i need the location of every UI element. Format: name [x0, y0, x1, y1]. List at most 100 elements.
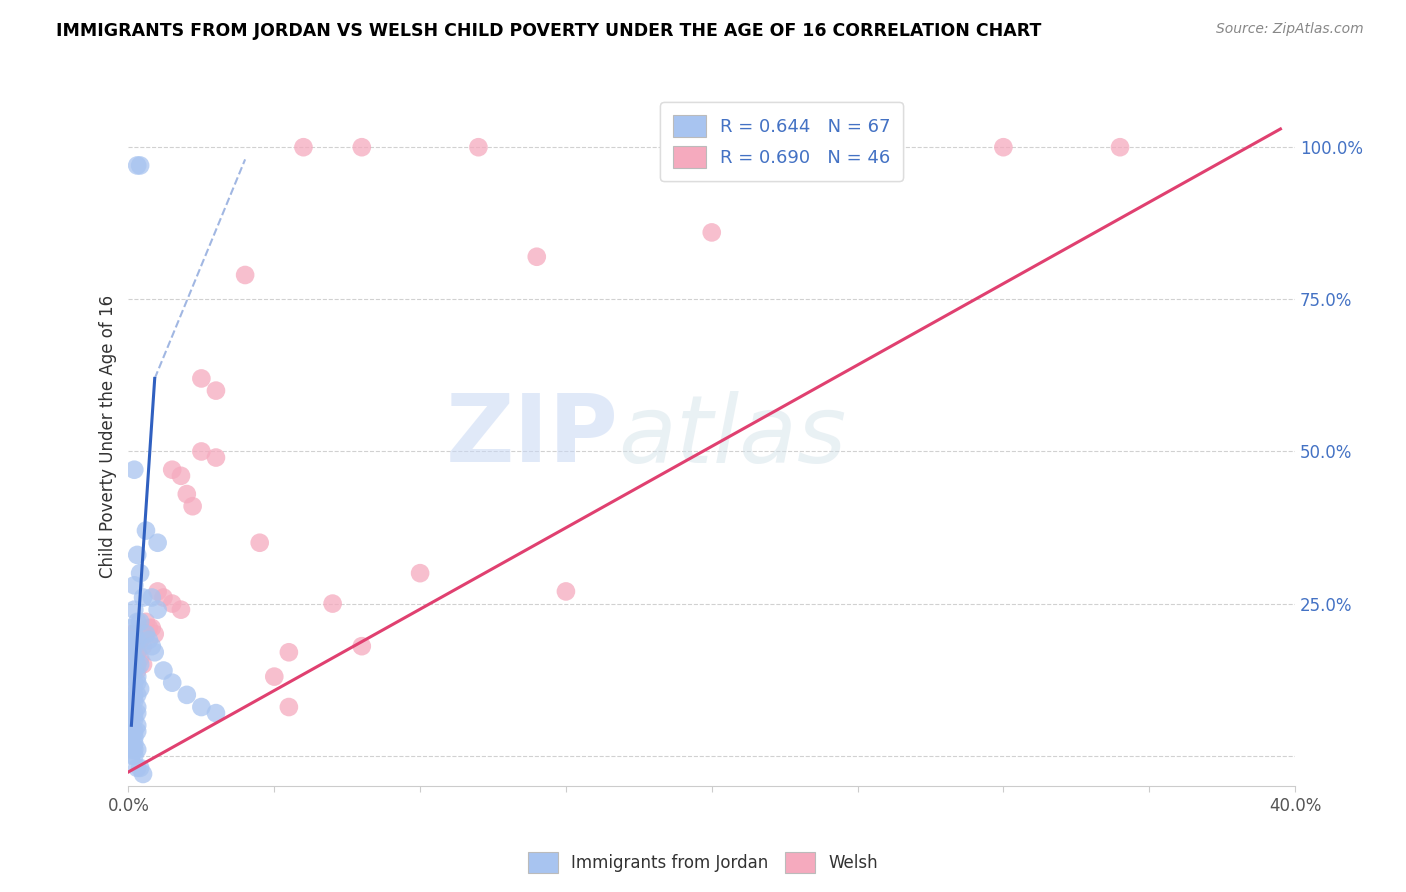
Point	[124, 724, 146, 739]
Point	[120, 670, 142, 684]
Text: IMMIGRANTS FROM JORDAN VS WELSH CHILD POVERTY UNDER THE AGE OF 16 CORRELATION CH: IMMIGRANTS FROM JORDAN VS WELSH CHILD PO…	[56, 22, 1042, 40]
Point	[993, 140, 1015, 154]
Point	[127, 700, 149, 714]
Point	[249, 535, 271, 549]
Point	[143, 645, 166, 659]
Point	[120, 657, 142, 672]
Point	[127, 688, 149, 702]
Point	[135, 524, 157, 538]
Point	[120, 700, 142, 714]
Point	[127, 724, 149, 739]
Point	[129, 615, 152, 629]
Point	[127, 633, 149, 648]
Point	[127, 670, 149, 684]
Point	[138, 633, 160, 648]
Point	[132, 657, 155, 672]
Point	[124, 731, 146, 745]
Point	[152, 591, 174, 605]
Point	[129, 657, 152, 672]
Point	[176, 688, 198, 702]
Point	[124, 627, 146, 641]
Point	[124, 602, 146, 616]
Point	[205, 706, 228, 720]
Point	[132, 591, 155, 605]
Point	[555, 584, 578, 599]
Point	[120, 731, 142, 745]
Point	[190, 444, 212, 458]
Point	[127, 548, 149, 562]
Point	[127, 664, 149, 678]
Point	[263, 670, 285, 684]
Point	[141, 591, 163, 605]
Point	[233, 268, 256, 282]
Point	[170, 602, 193, 616]
Point	[120, 712, 142, 726]
Point	[124, 742, 146, 756]
Point	[124, 688, 146, 702]
Point	[120, 627, 142, 641]
Point	[129, 633, 152, 648]
Point	[124, 706, 146, 720]
Point	[322, 597, 344, 611]
Point	[170, 468, 193, 483]
Point	[146, 602, 169, 616]
Legend: R = 0.644   N = 67, R = 0.690   N = 46: R = 0.644 N = 67, R = 0.690 N = 46	[661, 103, 903, 181]
Point	[135, 615, 157, 629]
Point	[350, 140, 373, 154]
Point	[129, 158, 152, 172]
Text: ZIP: ZIP	[446, 391, 619, 483]
Point	[120, 664, 142, 678]
Point	[292, 140, 315, 154]
Point	[124, 712, 146, 726]
Point	[277, 645, 299, 659]
Point	[127, 675, 149, 690]
Point	[127, 633, 149, 648]
Point	[190, 371, 212, 385]
Point	[124, 694, 146, 708]
Point	[876, 140, 898, 154]
Point	[120, 621, 142, 635]
Point	[143, 627, 166, 641]
Point	[127, 718, 149, 732]
Point	[124, 737, 146, 751]
Point	[120, 742, 142, 756]
Point	[176, 487, 198, 501]
Point	[124, 651, 146, 665]
Point	[350, 639, 373, 653]
Point	[141, 621, 163, 635]
Point	[146, 584, 169, 599]
Point	[146, 535, 169, 549]
Point	[129, 761, 152, 775]
Point	[181, 500, 204, 514]
Point	[205, 384, 228, 398]
Point	[124, 639, 146, 653]
Point	[1109, 140, 1132, 154]
Point	[120, 737, 142, 751]
Point	[141, 639, 163, 653]
Point	[205, 450, 228, 465]
Point	[409, 566, 432, 581]
Point	[127, 615, 149, 629]
Point	[277, 700, 299, 714]
Point	[129, 566, 152, 581]
Point	[127, 158, 149, 172]
Point	[120, 645, 142, 659]
Point	[138, 621, 160, 635]
Point	[127, 761, 149, 775]
Point	[124, 578, 146, 592]
Point	[120, 748, 142, 763]
Point	[127, 657, 149, 672]
Point	[152, 664, 174, 678]
Point	[127, 645, 149, 659]
Point	[124, 627, 146, 641]
Point	[700, 226, 723, 240]
Point	[160, 463, 183, 477]
Point	[127, 742, 149, 756]
Point	[120, 639, 142, 653]
Point	[127, 645, 149, 659]
Point	[129, 651, 152, 665]
Point	[526, 250, 548, 264]
Text: Source: ZipAtlas.com: Source: ZipAtlas.com	[1216, 22, 1364, 37]
Point	[132, 767, 155, 781]
Point	[120, 694, 142, 708]
